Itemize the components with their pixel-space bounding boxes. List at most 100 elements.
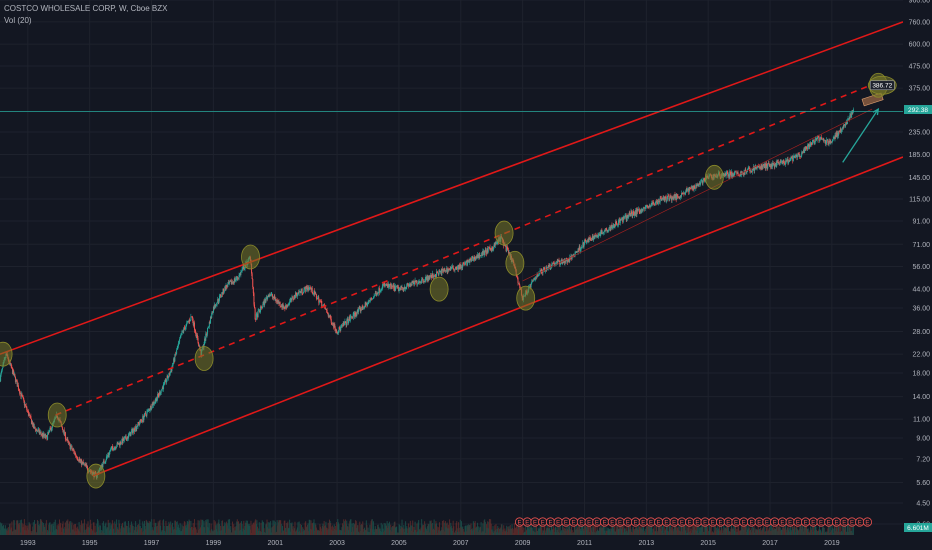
candle-body [263,301,265,305]
volume-bar [792,523,794,535]
candle-body [683,193,685,195]
volume-bar [219,530,221,535]
volume-bar [7,530,9,535]
volume-bar [520,525,522,535]
candle-body [368,301,370,303]
volume-bar [77,528,79,535]
volume-bar [718,530,720,535]
volume-bar [757,525,759,535]
volume-bar [151,527,153,535]
volume-bar [846,525,848,535]
candle-body [124,436,126,438]
candle-body [374,293,376,296]
volume-bar [399,524,401,535]
volume-bar [674,523,676,535]
candle-body [232,281,234,283]
volume-bar [758,528,760,535]
candle-body [494,243,496,246]
candle-body [771,164,773,167]
volume-bar [831,524,833,535]
candle-body [494,242,496,246]
symbol-title[interactable]: COSTCO WHOLESALE CORP, W, Cboe BZX [4,4,168,13]
volume-bar [23,519,25,535]
candle-body [270,295,272,296]
volume-bar [577,529,579,535]
volume-bar [320,526,322,535]
candle-body [529,284,531,288]
candle-body [460,264,462,269]
candle-body [637,209,639,212]
volume-bar [769,527,771,535]
volume-bar [587,527,589,535]
candle-body [668,196,670,201]
time-axis-tick-label: 2003 [329,540,345,547]
volume-bar [480,522,482,535]
volume-bar [606,530,608,535]
time-axis[interactable]: 1993 1995 1997 1999 2001 2003 2005 2007 2009 2011… [20,540,840,547]
candle-body [836,132,838,137]
candle-body [458,265,460,270]
candle-body [265,297,267,299]
candle-body [107,455,109,456]
earnings-marker-label: E [734,520,738,526]
time-axis-tick-label: 2013 [639,540,655,547]
volume-bar [654,531,656,535]
candle-body [421,279,423,283]
candle-body [227,282,229,285]
volume-bar [500,524,502,535]
candle-body [584,240,586,241]
volume-bar [792,529,794,535]
volume-bar [492,526,494,535]
volume-bar [198,520,200,535]
volume-bar [262,522,264,535]
candle-body [735,171,737,173]
candle-body [484,249,486,252]
volume-bar [694,526,696,535]
volume-bar [456,521,458,535]
candle-body [468,261,470,263]
candle-body [837,132,839,136]
candle-body [678,196,680,198]
candle-body [315,294,317,299]
candle-body [424,280,426,282]
volume-bar [525,530,527,535]
volume-bar [299,524,301,535]
candle-body [459,264,461,268]
volume-bar [311,523,313,535]
indicator-title[interactable]: Vol (20) [4,16,32,25]
candle-body [666,196,668,201]
volume-bar [575,529,577,535]
candle-body [76,455,78,459]
volume-bar [731,527,733,535]
volume-bar [223,526,225,535]
volume-bar [729,531,731,535]
volume-bar [354,523,356,535]
volume-bar [237,521,239,535]
candle-body [738,173,740,175]
candle-body [847,118,849,121]
volume-bar [540,527,542,535]
candle-body [243,268,245,270]
volume-bar [540,523,542,535]
candle-body [63,429,65,433]
candle-body [288,303,290,305]
volume-bar [455,523,457,535]
volume-bar [844,526,846,535]
volume-bar [571,526,573,535]
volume-bar [706,525,708,535]
volume-bar [413,526,415,535]
volume-bar [662,532,664,535]
candle-body [810,142,812,144]
volume-bar [86,526,88,535]
volume-bar [167,526,169,535]
volume-bar [507,528,509,535]
candle-body [846,120,848,124]
volume-bar [594,524,596,535]
candle-body [783,160,785,163]
volume-bar [667,530,669,535]
volume-bar [798,530,800,535]
volume-bar [13,520,15,535]
candle-body [164,379,166,381]
volume-bar [619,527,621,535]
